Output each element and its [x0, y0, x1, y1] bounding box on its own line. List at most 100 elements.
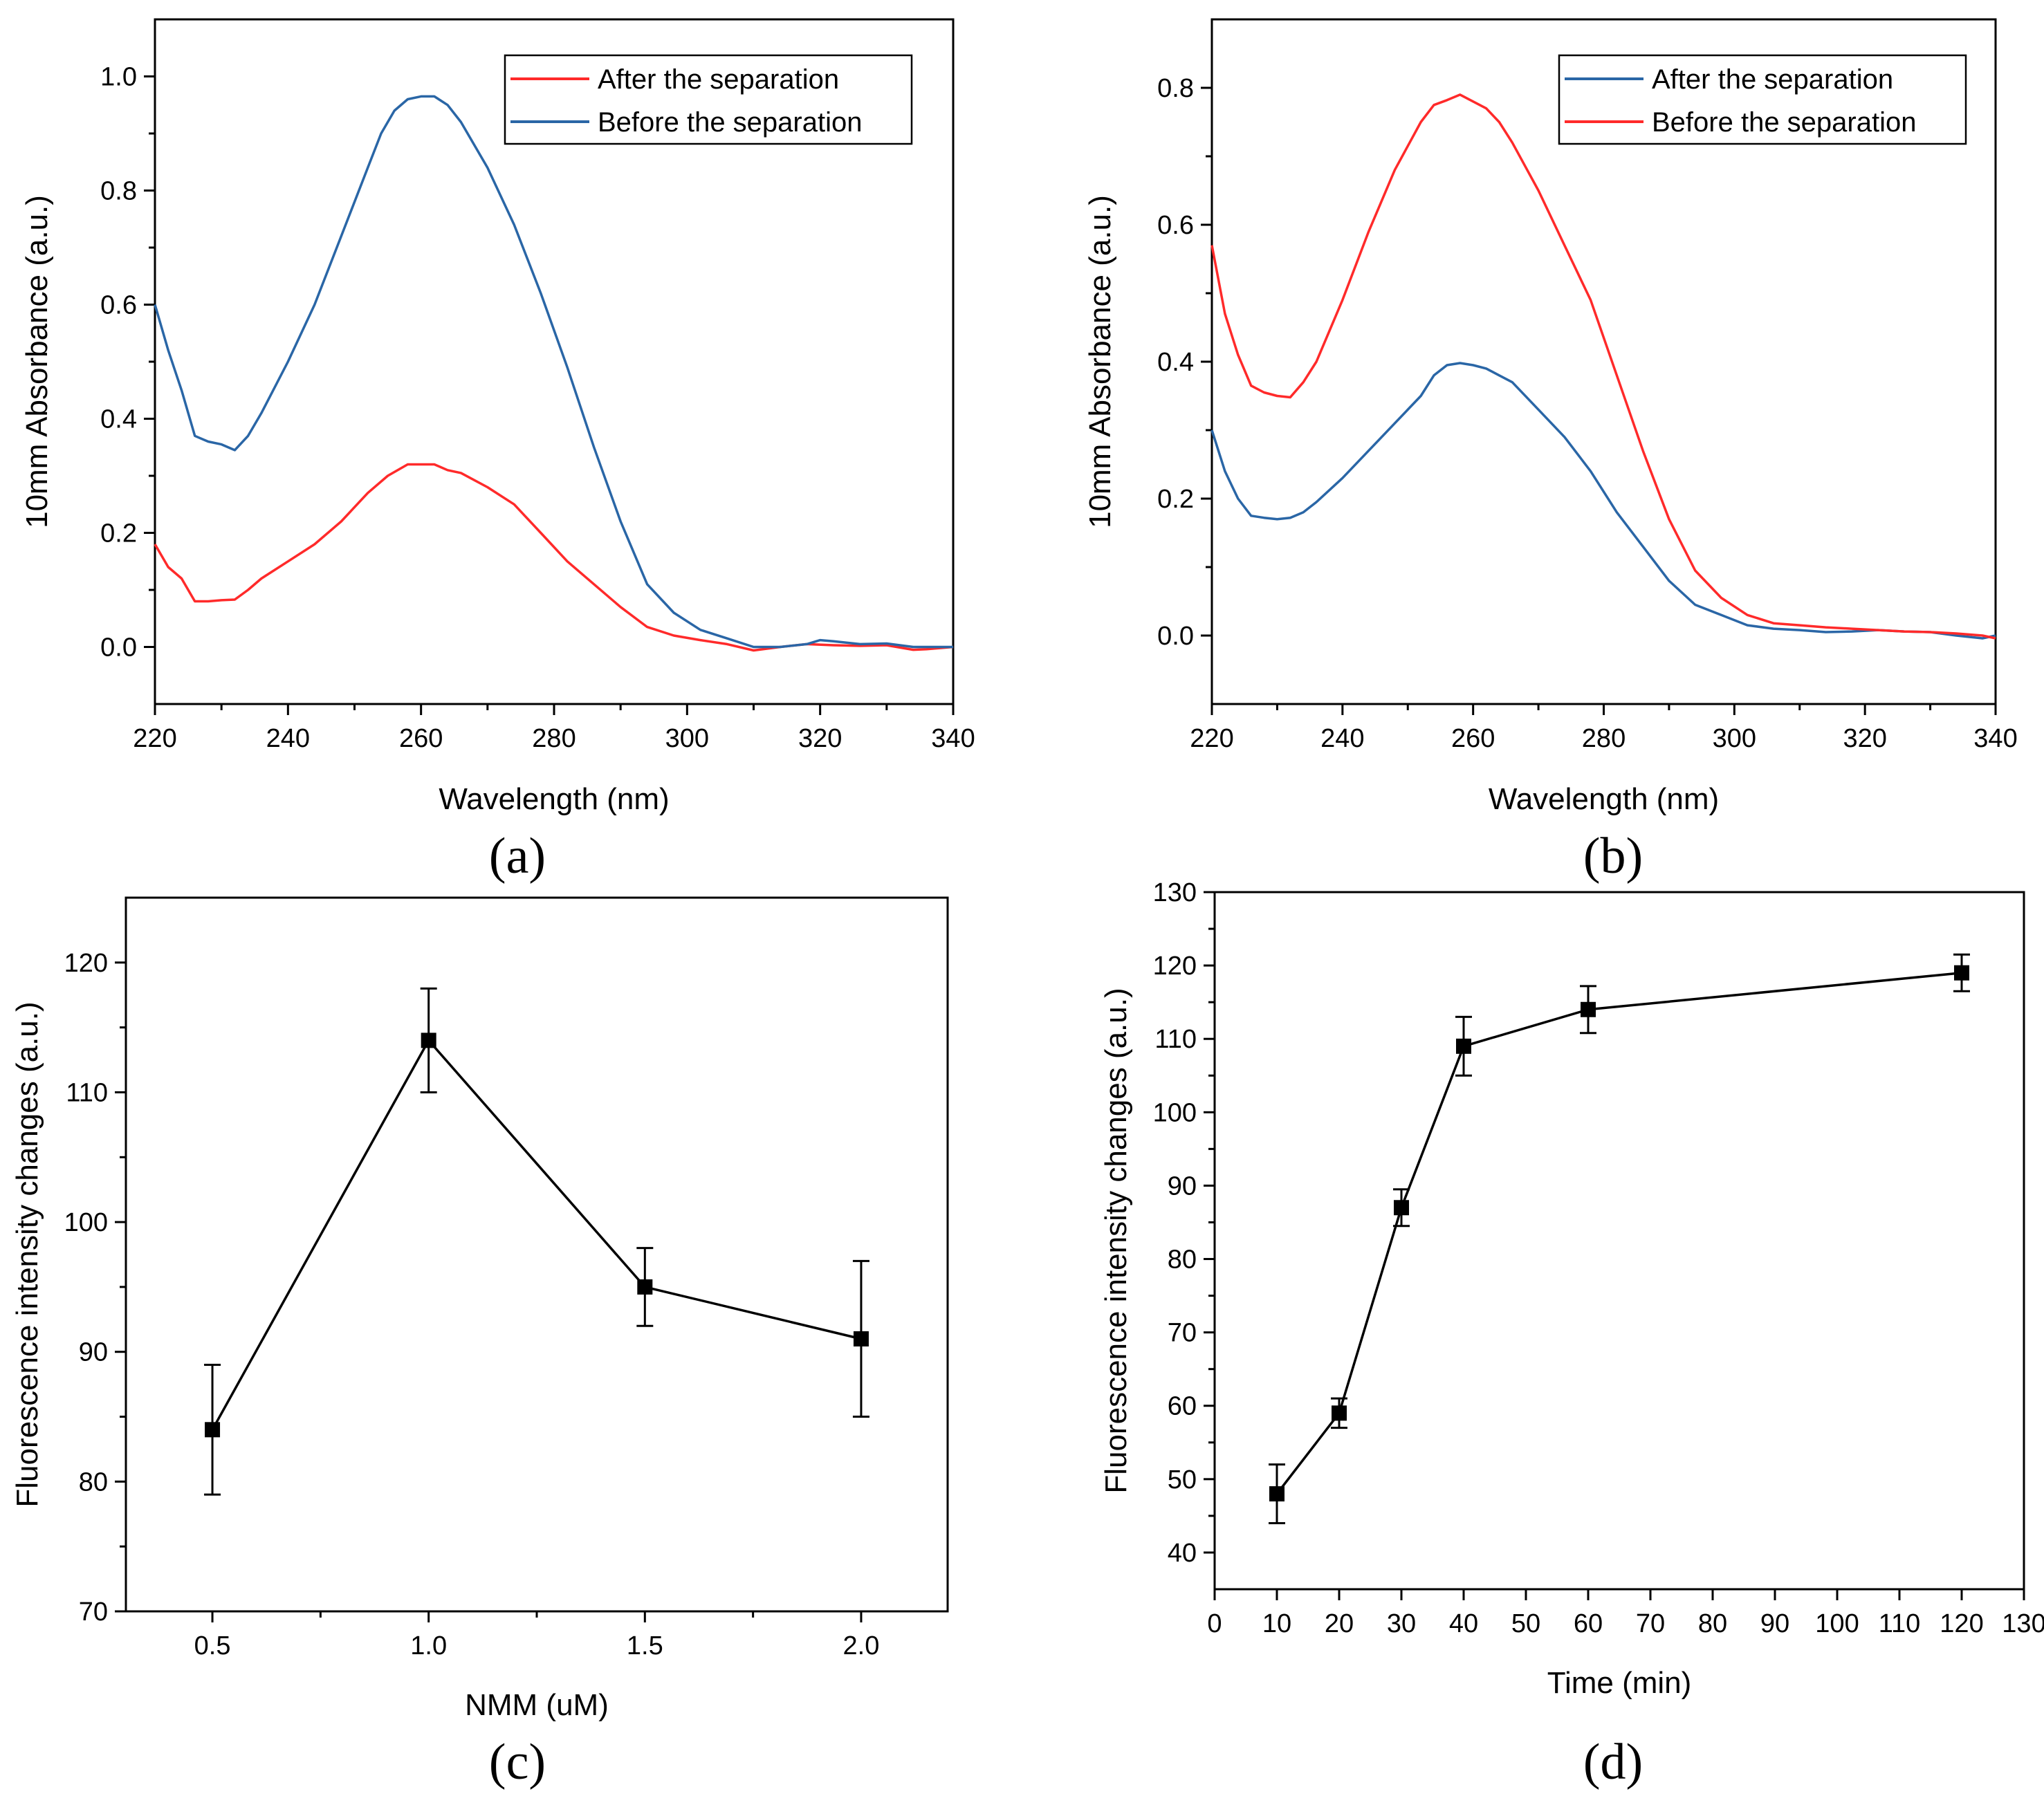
y-tick-label: 1.0 [100, 63, 137, 92]
x-tick-label: 340 [931, 724, 975, 753]
x-tick-label: 260 [1451, 724, 1495, 753]
x-tick-label: 60 [1574, 1609, 1603, 1638]
y-tick-label: 0.0 [100, 633, 137, 663]
x-axis-label: NMM (uM) [465, 1688, 609, 1722]
y-tick-label: 90 [79, 1338, 108, 1367]
legend: After the separation Before the separatio… [504, 54, 913, 145]
legend-label: After the separation [1652, 64, 1893, 95]
panel-label: (c) [489, 1734, 546, 1790]
plot-frame [125, 896, 949, 1613]
y-axis-label: Fluorescence intensity changes (a.u.) [10, 1001, 44, 1507]
data-point [1394, 1200, 1409, 1216]
x-tick-label: 10 [1262, 1609, 1291, 1638]
y-tick-label: 130 [1153, 878, 1197, 907]
x-tick-label: 220 [133, 724, 176, 753]
x-tick-label: 340 [1973, 724, 2017, 753]
plot-frame [1213, 891, 2025, 1591]
y-tick-label: 70 [79, 1598, 108, 1627]
y-axis-label: Fluorescence intensity changes (a.u.) [1099, 988, 1133, 1493]
y-tick-label: 70 [1168, 1319, 1197, 1348]
y-tick-label: 120 [64, 949, 108, 978]
data-point [421, 1033, 436, 1048]
panel-label: (d) [1583, 1734, 1643, 1790]
y-tick-label: 0.6 [100, 291, 137, 320]
y-tick-label: 40 [1168, 1539, 1197, 1568]
series-line-b-1 [1210, 93, 1996, 640]
y-tick-label: 80 [1168, 1246, 1197, 1275]
series-line-d-0 [1276, 971, 1962, 1495]
x-tick-label: 20 [1325, 1609, 1354, 1638]
y-tick-label: 0.8 [1157, 74, 1194, 103]
x-tick-label: 220 [1190, 724, 1233, 753]
data-point [853, 1331, 869, 1346]
y-tick-label: 60 [1168, 1392, 1197, 1421]
data-point [205, 1422, 221, 1438]
series-line-a-0 [154, 463, 954, 652]
y-tick-label: 0.0 [1157, 622, 1194, 651]
data-point [1581, 1001, 1596, 1017]
x-tick-label: 2.0 [843, 1631, 880, 1660]
series-line-c-0 [211, 1039, 862, 1431]
y-axis-label: 10mm Absorbance (a.u.) [1083, 195, 1117, 528]
y-tick-label: 0.2 [100, 519, 137, 548]
x-tick-label: 110 [1879, 1609, 1921, 1638]
series-line-b-0 [1210, 362, 1996, 640]
x-tick-label: 0.5 [194, 1631, 231, 1660]
legend-box [504, 54, 913, 145]
y-tick-label: 80 [79, 1468, 108, 1497]
legend-label: Before the separation [1652, 107, 1916, 138]
x-tick-label: 300 [1713, 724, 1756, 753]
data-point [1269, 1486, 1285, 1502]
x-tick-label: 120 [1940, 1609, 1983, 1638]
x-tick-label: 240 [266, 724, 310, 753]
y-tick-label: 0.4 [100, 405, 137, 434]
x-tick-label: 320 [1843, 724, 1886, 753]
series-line-a-1 [154, 95, 953, 649]
x-tick-label: 70 [1636, 1609, 1665, 1638]
x-tick-label: 0 [1207, 1609, 1222, 1638]
x-axis-label: Wavelength (nm) [1489, 782, 1719, 816]
y-tick-label: 0.4 [1157, 348, 1194, 377]
x-tick-label: 320 [798, 724, 842, 753]
y-tick-label: 110 [66, 1078, 108, 1107]
panel-label: (a) [489, 828, 546, 885]
legend-label: Before the separation [598, 107, 862, 138]
y-tick-label: 100 [64, 1208, 108, 1237]
x-tick-label: 1.0 [410, 1631, 447, 1660]
legend-box [1558, 54, 1967, 145]
x-tick-label: 130 [2002, 1609, 2044, 1638]
x-tick-label: 300 [665, 724, 709, 753]
x-axis-label: Time (min) [1547, 1666, 1692, 1700]
y-tick-label: 90 [1168, 1172, 1197, 1201]
x-axis-label: Wavelength (nm) [439, 782, 669, 816]
y-tick-label: 50 [1168, 1465, 1197, 1494]
y-tick-label: 0.6 [1157, 211, 1194, 240]
x-tick-label: 1.5 [627, 1631, 663, 1660]
y-axis-label: 10mm Absorbance (a.u.) [20, 195, 54, 528]
data-point [1954, 965, 1969, 981]
chart-panel-b: 220 240 260 280 300 320 340 0.0 0.2 0.4 0.6 0.8 Wave… [1083, 18, 2018, 885]
y-tick-label: 0.8 [100, 177, 137, 206]
data-point [1332, 1405, 1347, 1421]
x-tick-label: 90 [1760, 1609, 1789, 1638]
x-tick-label: 260 [399, 724, 443, 753]
x-tick-label: 280 [532, 724, 576, 753]
chart-panel-a: 220 240 260 280 300 320 340 0.0 0.2 0.4 0.6 0.8 1.0 W… [20, 18, 975, 885]
y-tick-label: 100 [1153, 1098, 1197, 1127]
chart-panel-c: 0.5 1.0 1.5 2.0 70 80 90 100 110 120 NMM (uM) Fluor… [10, 896, 949, 1790]
x-tick-label: 100 [1815, 1609, 1859, 1638]
y-tick-label: 110 [1154, 1025, 1197, 1054]
chart-panel-d: 0 10 20 30 40 50 60 70 80 90 100 110 120 130 40 50 60 70 8… [1099, 878, 2044, 1790]
x-tick-label: 50 [1511, 1609, 1540, 1638]
legend: After the separation Before the separatio… [1558, 54, 1967, 145]
y-tick-label: 0.2 [1157, 485, 1194, 514]
x-tick-label: 30 [1387, 1609, 1416, 1638]
y-tick-label: 120 [1153, 952, 1197, 981]
data-point [637, 1279, 653, 1295]
x-tick-label: 280 [1582, 724, 1626, 753]
x-tick-label: 240 [1320, 724, 1364, 753]
x-tick-label: 80 [1698, 1609, 1727, 1638]
x-tick-label: 40 [1449, 1609, 1478, 1638]
panel-label: (b) [1583, 828, 1643, 885]
